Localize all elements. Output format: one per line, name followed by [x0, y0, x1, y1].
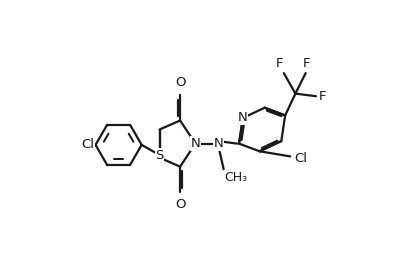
Text: N: N: [190, 137, 200, 150]
Text: F: F: [318, 90, 326, 103]
Text: O: O: [174, 76, 185, 89]
Text: F: F: [301, 57, 309, 70]
Text: N: N: [213, 137, 223, 150]
Text: O: O: [174, 198, 185, 211]
Text: F: F: [275, 57, 282, 70]
Text: N: N: [237, 111, 247, 125]
Text: Cl: Cl: [81, 138, 94, 151]
Text: CH₃: CH₃: [223, 171, 247, 184]
Text: S: S: [155, 149, 164, 162]
Text: Cl: Cl: [293, 153, 306, 166]
